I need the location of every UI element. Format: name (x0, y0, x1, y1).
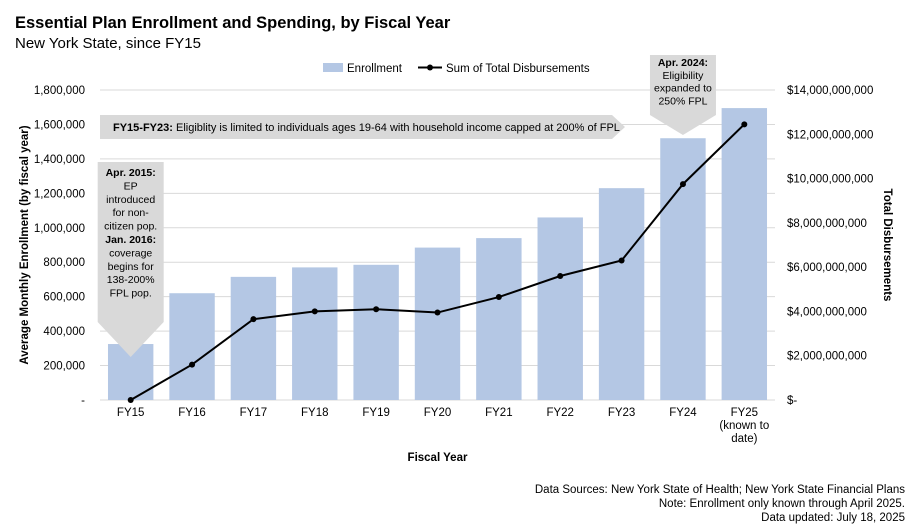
y-tick-label: 400,000 (43, 326, 85, 338)
callout-fy15-fy23 (100, 115, 625, 139)
legend-swatch-enrollment (323, 63, 343, 72)
x-tick-label: FY24 (669, 407, 697, 419)
callout-apr2024-line: 250% FPL (658, 95, 707, 107)
y2-tick-label: $14,000,000,000 (787, 85, 873, 97)
x-tick-label: FY15 (117, 407, 145, 419)
legend-marker-disbursements (427, 64, 433, 71)
y2-tick-label: $4,000,000,000 (787, 306, 867, 318)
y2-tick-label: $2,000,000,000 (787, 351, 867, 363)
point-disbursements (495, 294, 502, 301)
bar-enrollment (292, 267, 338, 400)
bar-enrollment (353, 264, 399, 400)
y2-tick-label: $- (787, 395, 797, 407)
callout-apr2015 (97, 162, 164, 357)
y-tick-label: 1,800,000 (34, 85, 85, 97)
point-disbursements (250, 316, 257, 323)
footnote-updated: Data updated: July 18, 2025 (761, 512, 905, 524)
point-disbursements (679, 181, 686, 188)
x-tick-label: FY25 (known to date) (719, 407, 769, 445)
y-tick-label: 1,400,000 (34, 154, 85, 166)
callout-apr2015-line: Jan. 2016: (105, 234, 156, 246)
y2-tick-label: $12,000,000,000 (787, 129, 873, 141)
x-tick-label: FY16 (178, 407, 206, 419)
y2-tick-label: $8,000,000,000 (787, 218, 867, 230)
chart-title: Essential Plan Enrollment and Spending, … (15, 14, 451, 32)
callout-apr2015-line: for non- (113, 207, 150, 219)
x-tick-label: FY23 (608, 407, 636, 419)
callout-apr2015-line: begins for (108, 261, 155, 273)
footnote-sources: Data Sources: New York State of Health; … (534, 484, 905, 496)
callout-apr2024-line: Apr. 2024: (658, 57, 708, 69)
point-disbursements (741, 121, 748, 128)
point-disbursements (434, 309, 441, 316)
callout-fy15-fy23-text: FY15-FY23: Eligiblity is limited to indi… (113, 122, 620, 134)
legend-label-disbursements: Sum of Total Disbursements (446, 63, 590, 75)
x-tick-label: FY20 (424, 407, 452, 419)
callout-apr2015-line: FPL pop. (110, 288, 152, 300)
callout-apr2015-line: Apr. 2015: (106, 167, 156, 179)
bar-enrollment (660, 138, 706, 400)
callout-apr2015-line: 138-200% (107, 274, 155, 286)
x-tick-label: FY21 (485, 407, 513, 419)
y-tick-label: 1,000,000 (34, 223, 85, 235)
callout-apr2024-line: expanded to (654, 83, 712, 95)
bar-enrollment (476, 238, 522, 400)
callout-apr2024-line: Eligibility (663, 70, 705, 82)
bar-enrollment (230, 276, 277, 400)
y-tick-label: 200,000 (43, 361, 85, 373)
footnote-note: Note: Enrollment only known through Apri… (658, 498, 905, 510)
x-axis-title: Fiscal Year (408, 452, 468, 464)
chart-subtitle: New York State, since FY15 (15, 35, 201, 52)
legend-label-enrollment: Enrollment (347, 63, 403, 75)
callout-apr2015-line: EP (124, 180, 138, 192)
bar-enrollment (169, 293, 215, 400)
y-tick-label: - (81, 395, 85, 407)
y-tick-label: 1,600,000 (34, 119, 85, 131)
bar-enrollment (721, 108, 768, 400)
callout-apr2015-line: citizen pop. (104, 221, 157, 233)
x-tick-label: FY19 (362, 407, 390, 419)
bar-enrollment (537, 217, 583, 400)
callout-apr2015-line: introduced (106, 194, 155, 206)
bar-enrollment (414, 247, 461, 400)
point-disbursements (311, 308, 318, 315)
y-tick-label: 600,000 (43, 292, 85, 304)
y2-tick-label: $6,000,000,000 (787, 262, 867, 274)
y-tick-label: 1,200,000 (34, 188, 85, 200)
point-disbursements (189, 361, 196, 368)
x-tick-label: FY18 (301, 407, 329, 419)
callout-apr2015-line: coverage (109, 247, 152, 259)
point-disbursements (127, 397, 134, 403)
x-tick-label: FY22 (546, 407, 574, 419)
bar-enrollment (598, 188, 645, 400)
y2-tick-label: $10,000,000,000 (787, 174, 873, 186)
point-disbursements (373, 306, 380, 313)
y2-axis-title: Total Disbursements (881, 189, 893, 302)
y-axis-title: Average Monthly Enrollment (by fiscal ye… (19, 125, 31, 364)
point-disbursements (618, 257, 625, 264)
point-disbursements (557, 273, 564, 279)
x-tick-label: FY17 (240, 407, 268, 419)
y-tick-label: 800,000 (43, 257, 85, 269)
callout-apr2024 (649, 55, 716, 135)
